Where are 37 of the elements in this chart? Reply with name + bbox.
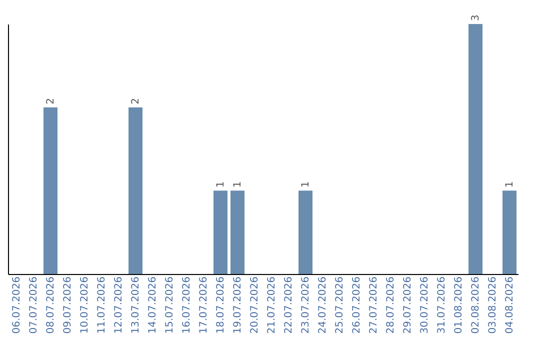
data-label: 2 xyxy=(130,98,142,104)
x-tick-label: 20.07.2026 xyxy=(250,276,260,334)
x-tick-label: 13.07.2026 xyxy=(130,276,142,334)
x-tick-label: 23.07.2026 xyxy=(300,276,312,334)
x-tick-label: 06.07.2026 xyxy=(12,276,22,334)
x-tick-label: 28.07.2026 xyxy=(386,276,396,334)
x-tick-label: 15.07.2026 xyxy=(164,276,176,334)
x-tick-label: 30.07.2026 xyxy=(420,276,430,334)
data-label: 1 xyxy=(300,181,312,188)
x-tick-label: 02.08.2026 xyxy=(470,276,482,334)
x-tick-label: 29.07.2026 xyxy=(402,276,414,334)
x-tick-label: 11.07.2026 xyxy=(96,276,108,334)
x-tick-label: 17.07.2026 xyxy=(198,276,210,334)
data-label: 1 xyxy=(232,181,244,188)
x-tick-label: 07.07.2026 xyxy=(28,276,40,334)
x-tick-label: 10.07.2026 xyxy=(80,276,90,334)
x-tick-label: 21.07.2026 xyxy=(266,276,278,334)
x-tick-label: 09.07.2026 xyxy=(62,276,74,334)
x-tick-label: 04.08.2026 xyxy=(504,276,516,334)
x-tick-label: 25.07.2026 xyxy=(334,276,346,334)
x-tick-label: 18.07.2026 xyxy=(216,276,226,334)
x-tick-label: 08.07.2026 xyxy=(46,276,56,334)
x-tick-label: 31.07.2026 xyxy=(436,276,448,334)
x-tick-label: 22.07.2026 xyxy=(284,276,294,334)
x-tick-label: 16.07.2026 xyxy=(182,276,192,334)
data-label: 1 xyxy=(504,181,516,188)
x-tick-label: 01.08.2026 xyxy=(454,276,464,334)
x-tick-label: 12.07.2026 xyxy=(114,276,124,334)
x-tick-label: 03.08.2026 xyxy=(488,276,498,334)
x-tick-label: 26.07.2026 xyxy=(352,276,362,334)
x-tick-label: 24.07.2026 xyxy=(318,276,328,334)
data-label: 3 xyxy=(470,14,482,21)
data-label: 1 xyxy=(216,181,226,188)
data-label: 2 xyxy=(46,98,56,104)
x-tick-label: 19.07.2026 xyxy=(232,276,244,334)
x-tick-label: 27.07.2026 xyxy=(368,276,380,334)
x-tick-label: 14.07.2026 xyxy=(148,276,158,334)
